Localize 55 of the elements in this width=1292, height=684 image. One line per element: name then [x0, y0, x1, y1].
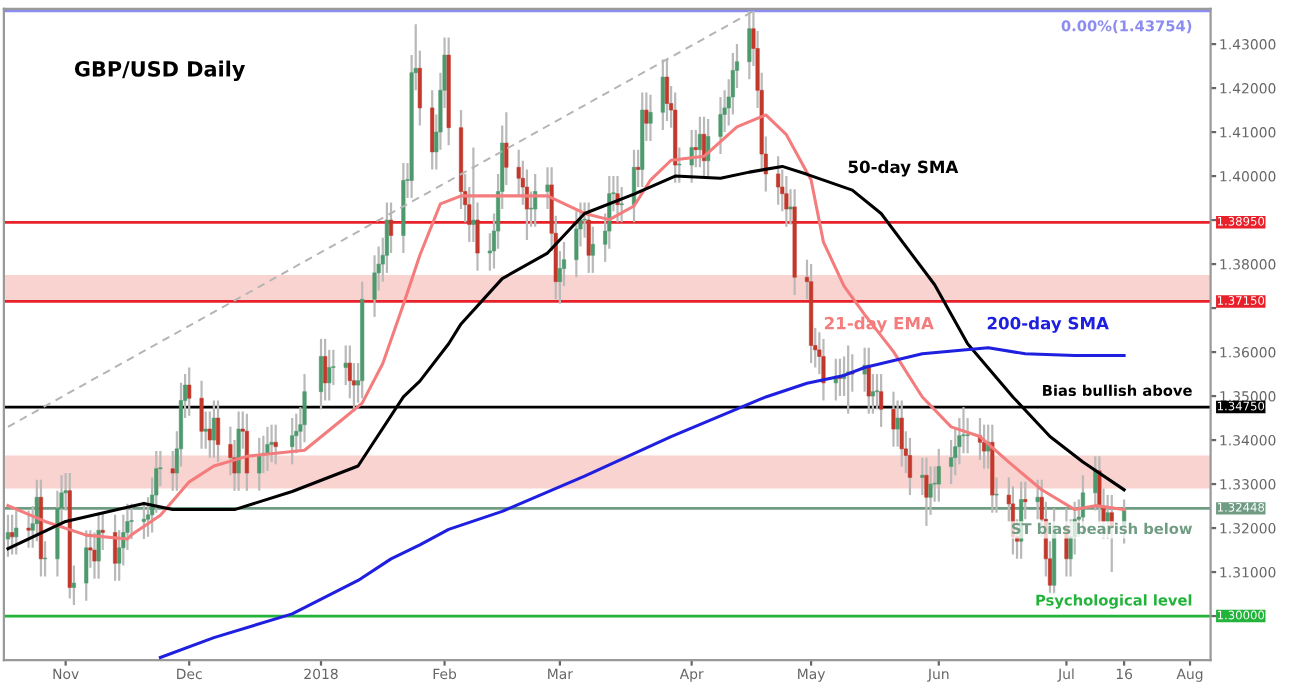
candlestick — [84, 529, 89, 602]
candlestick — [113, 513, 118, 582]
candlestick — [26, 509, 31, 549]
candlestick — [664, 58, 669, 123]
candlestick — [879, 372, 884, 428]
candlestick — [273, 423, 278, 466]
series-label: 50-day SMA — [848, 160, 959, 177]
candlestick — [533, 172, 538, 228]
candlestick — [236, 410, 241, 492]
candlestick — [524, 168, 529, 241]
candlestick — [776, 155, 781, 206]
candlestick — [586, 201, 591, 274]
candlestick — [924, 456, 929, 527]
candlestick — [265, 425, 270, 472]
candlestick — [347, 344, 352, 400]
candlestick — [269, 423, 274, 464]
candlestick — [302, 372, 307, 444]
candlestick — [516, 148, 521, 197]
candlestick — [689, 128, 694, 184]
candlestick — [318, 337, 324, 411]
candlestick — [574, 210, 579, 279]
candlestick — [244, 412, 249, 492]
candlestick — [323, 337, 328, 402]
candlestick — [949, 438, 954, 486]
candlestick — [384, 201, 389, 274]
candlestick — [5, 513, 11, 558]
candlestick — [10, 513, 15, 556]
candlestick — [784, 174, 789, 228]
candlestick — [982, 423, 987, 470]
candlestick — [257, 436, 262, 492]
candlestick — [141, 500, 146, 541]
candlestick — [1035, 478, 1040, 521]
candlestick — [706, 117, 711, 180]
candlestick — [660, 58, 665, 131]
candlestick — [697, 115, 702, 169]
candlestick — [866, 346, 871, 415]
series-label: 200-day SMA — [987, 316, 1109, 333]
candlestick — [821, 337, 826, 402]
candlestick — [199, 379, 204, 450]
candlestick — [891, 390, 896, 448]
candlestick — [211, 399, 216, 459]
candlestick — [96, 511, 101, 580]
candlestick — [718, 95, 723, 156]
candlestick — [648, 93, 653, 142]
candlestick — [430, 89, 435, 171]
candlestick — [14, 509, 19, 556]
candlestick — [907, 436, 912, 497]
candlestick — [290, 416, 295, 466]
candlestick — [372, 254, 377, 318]
text: GBP/USD Daily — [74, 60, 246, 81]
candlestick — [936, 447, 941, 503]
candlestick — [216, 399, 221, 464]
candlestick — [833, 357, 838, 402]
candlestick — [187, 366, 192, 417]
candlestick — [899, 399, 904, 468]
